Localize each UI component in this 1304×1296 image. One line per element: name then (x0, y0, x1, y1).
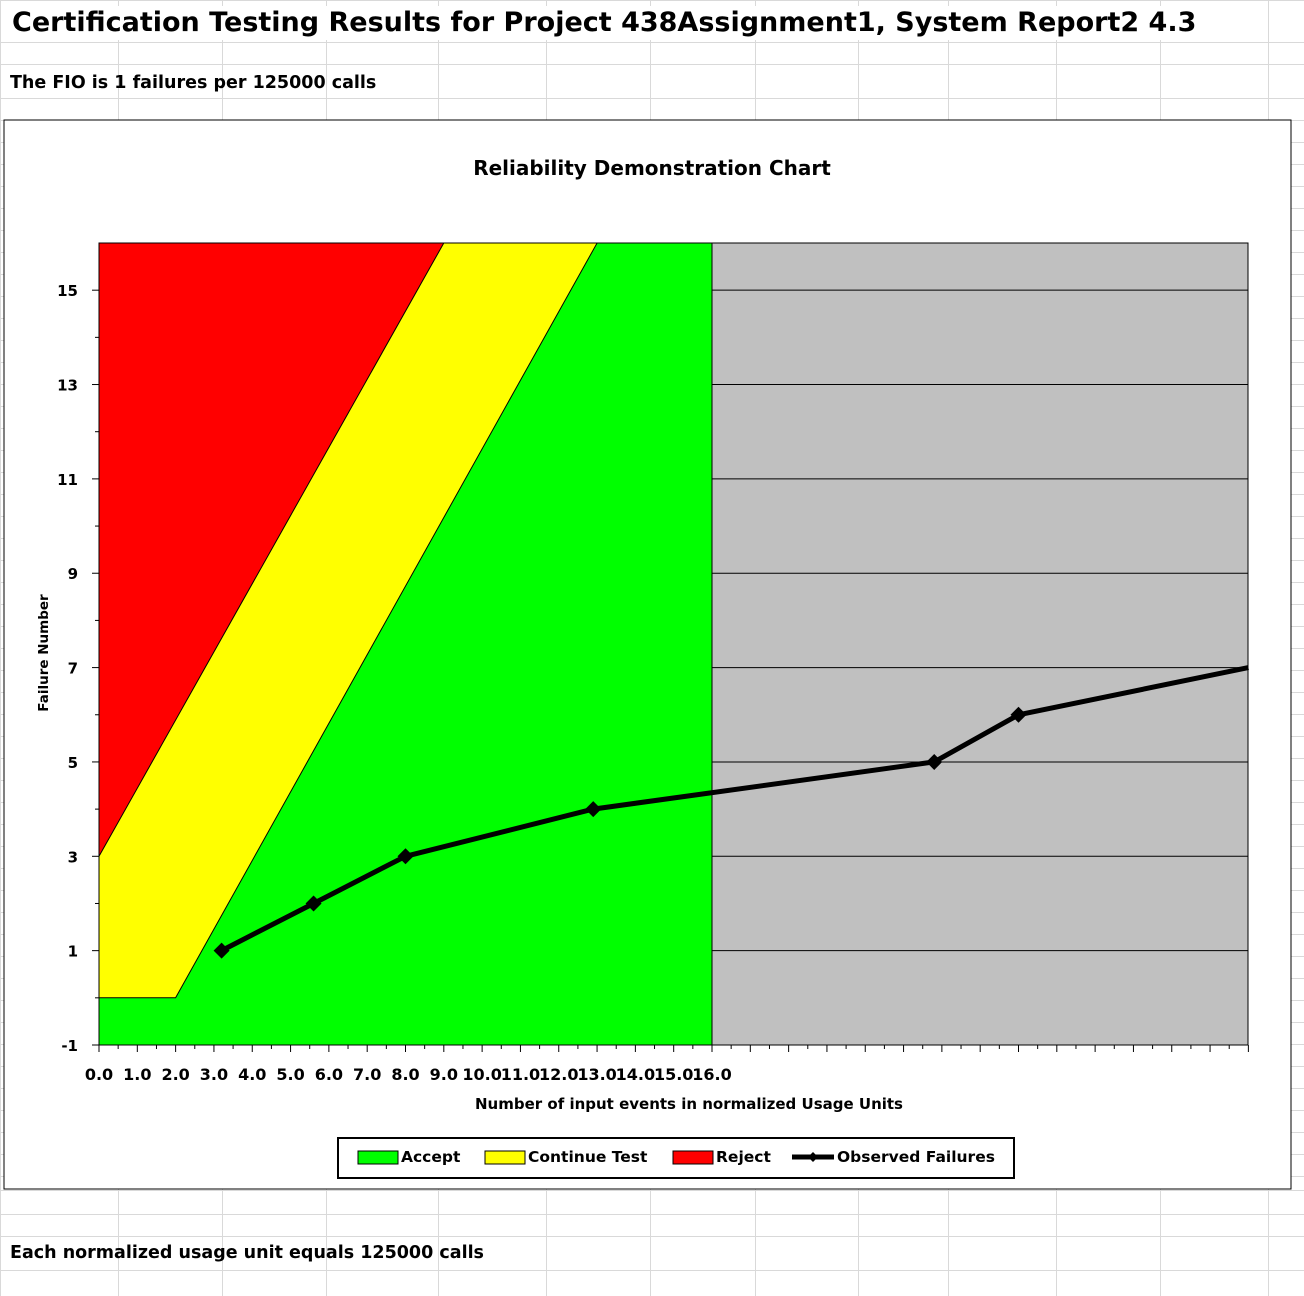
observed-failure-point (213, 942, 230, 959)
y-tick-label: 13 (57, 377, 78, 395)
region-boundaries (98, 242, 713, 1045)
legend-marker-observed (808, 1152, 818, 1162)
x-tick-label: 12.0 (539, 1065, 578, 1084)
y-tick-label: 9 (68, 565, 78, 583)
x-tick-label: 1.0 (123, 1065, 151, 1084)
x-axis-label: Number of input events in normalized Usa… (475, 1095, 903, 1113)
x-tick-label: 5.0 (276, 1065, 304, 1084)
continue-test-region (99, 243, 598, 998)
y-tick-label: 11 (57, 471, 78, 489)
accept-region (99, 243, 712, 1045)
legend-swatch-accept (357, 1150, 399, 1165)
y-tick-label: 3 (68, 848, 78, 866)
y-tick-label: 15 (57, 282, 78, 300)
x-tick-label: 13.0 (577, 1065, 616, 1084)
x-tick-label: 16.0 (692, 1065, 731, 1084)
observed-failure-point (305, 895, 322, 912)
x-tick-label: 10.0 (462, 1065, 501, 1084)
y-tick-label: 5 (68, 754, 78, 772)
x-tick-label: 14.0 (616, 1065, 655, 1084)
chart-title: Reliability Demonstration Chart (473, 156, 831, 180)
observed-failure-point (1010, 706, 1027, 723)
x-tick-label: 7.0 (353, 1065, 381, 1084)
legend-label-accept: Accept (401, 1148, 461, 1166)
legend: Accept Continue Test Reject Observed Fai… (337, 1137, 1015, 1179)
x-tick-label: 8.0 (391, 1065, 419, 1084)
observed-failure-point (585, 801, 602, 818)
y-tick-label: 7 (68, 660, 78, 678)
legend-swatch-reject (672, 1150, 714, 1165)
legend-label-observed: Observed Failures (837, 1148, 995, 1166)
x-tick-label: 0.0 (85, 1065, 113, 1084)
page-title: Certification Testing Results for Projec… (12, 6, 1201, 40)
x-tick-label: 15.0 (654, 1065, 693, 1084)
x-tick-label: 3.0 (200, 1065, 228, 1084)
y-tick-label: -1 (61, 1037, 78, 1055)
legend-label-reject: Reject (716, 1148, 771, 1166)
y-axis-label: Failure Number (36, 594, 52, 712)
reject-boundary-line (98, 242, 445, 857)
beyond-region (712, 243, 1248, 1045)
y-tick-label: 1 (68, 943, 78, 961)
x-axis: 0.0 1.0 2.0 3.0 4.0 5.0 6.0 7.0 8.0 9.0 10.011.012… (85, 1045, 1249, 1084)
plot-area (98, 242, 1249, 1046)
usage-unit-note: Each normalized usage unit equals 125000… (10, 1243, 484, 1263)
legend-label-continue: Continue Test (528, 1148, 648, 1166)
accept-boundary-line (99, 242, 598, 999)
observed-failure-point (397, 848, 414, 865)
legend-swatch-continue (484, 1150, 526, 1165)
x-tick-label: 6.0 (315, 1065, 343, 1084)
observed-failure-point (926, 753, 943, 770)
x-tick-label: 11.0 (501, 1065, 540, 1084)
x-tick-label: 9.0 (430, 1065, 458, 1084)
gridlines (712, 289, 1248, 952)
fio-note: The FIO is 1 failures per 125000 calls (10, 73, 377, 93)
x-tick-label: 4.0 (238, 1065, 266, 1084)
series-observed-failures (213, 665, 1249, 959)
x-tick-label: 2.0 (161, 1065, 189, 1084)
